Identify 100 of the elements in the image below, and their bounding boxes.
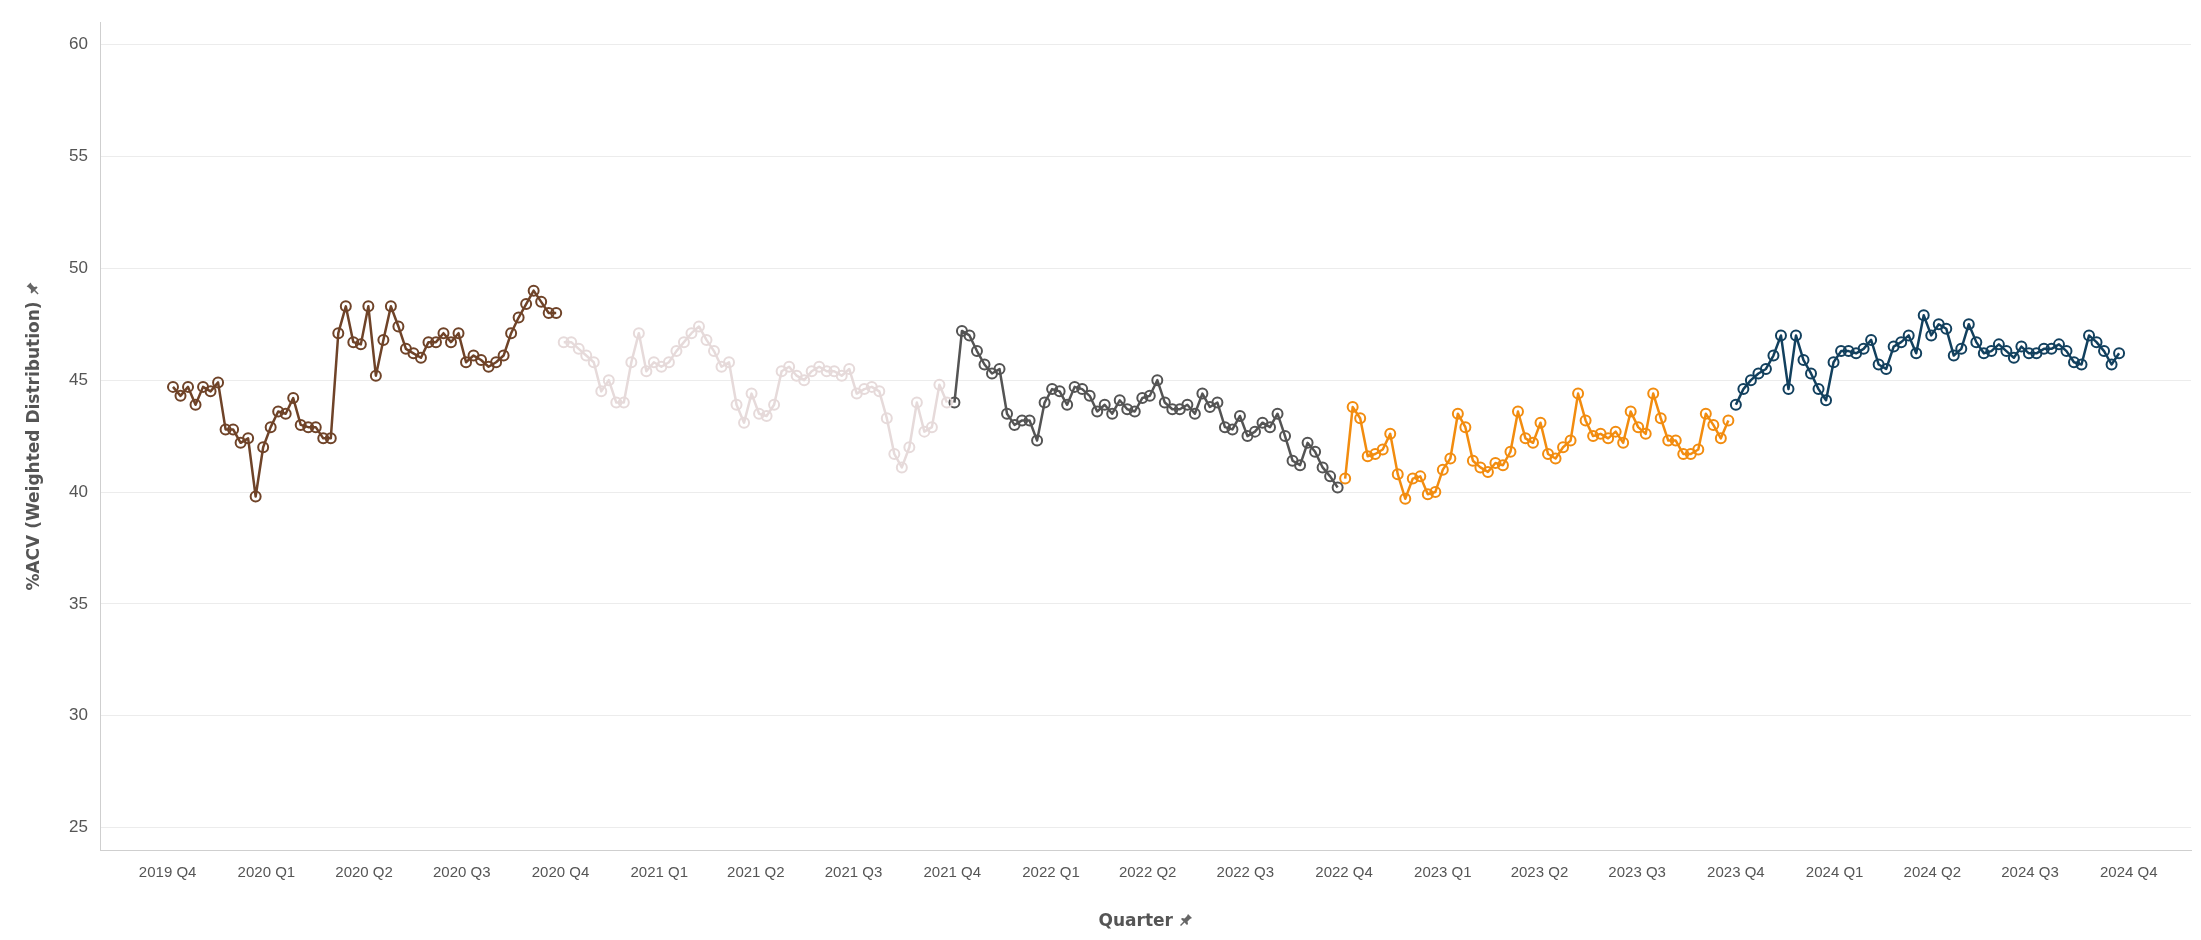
point bbox=[1083, 389, 1096, 402]
point bbox=[955, 324, 968, 337]
point bbox=[1331, 481, 1344, 494]
point bbox=[1181, 398, 1194, 411]
point bbox=[775, 365, 788, 378]
point bbox=[1279, 430, 1292, 443]
point bbox=[1361, 450, 1374, 463]
point bbox=[1880, 362, 1893, 375]
point bbox=[1820, 394, 1833, 407]
point bbox=[1173, 403, 1186, 416]
point bbox=[1722, 414, 1735, 427]
point bbox=[715, 360, 728, 373]
point bbox=[1038, 396, 1051, 409]
point bbox=[1158, 396, 1171, 409]
point bbox=[272, 405, 285, 418]
point bbox=[550, 307, 563, 320]
point bbox=[1572, 387, 1585, 400]
point bbox=[1068, 380, 1081, 393]
point bbox=[407, 347, 420, 360]
point bbox=[1910, 347, 1923, 360]
point bbox=[294, 418, 307, 431]
point bbox=[895, 461, 908, 474]
point bbox=[242, 432, 255, 445]
point bbox=[1196, 387, 1209, 400]
point bbox=[2090, 336, 2103, 349]
y-tick-label: 25 bbox=[69, 817, 88, 837]
point bbox=[948, 396, 961, 409]
point bbox=[820, 365, 833, 378]
point bbox=[602, 374, 615, 387]
point bbox=[2113, 347, 2126, 360]
point bbox=[1617, 436, 1630, 449]
x-tick-label: 2024 Q1 bbox=[1805, 863, 1864, 881]
point bbox=[2037, 342, 2050, 355]
x-tick-label: 2021 Q2 bbox=[727, 863, 785, 881]
point bbox=[1166, 403, 1179, 416]
x-tick-label: 2024 Q2 bbox=[1903, 863, 1962, 881]
point bbox=[422, 336, 435, 349]
point bbox=[1076, 383, 1089, 396]
point bbox=[249, 490, 262, 503]
point bbox=[1992, 338, 2005, 351]
point bbox=[1699, 407, 1712, 420]
point bbox=[234, 436, 247, 449]
point bbox=[805, 365, 818, 378]
point bbox=[1203, 401, 1216, 414]
point bbox=[2045, 342, 2058, 355]
point bbox=[437, 327, 450, 340]
point bbox=[1031, 434, 1044, 447]
point bbox=[309, 421, 322, 434]
point bbox=[738, 416, 751, 429]
point bbox=[1301, 436, 1314, 449]
point bbox=[595, 385, 608, 398]
point bbox=[429, 336, 442, 349]
point bbox=[723, 356, 736, 369]
point bbox=[1654, 412, 1667, 425]
point bbox=[1008, 418, 1021, 431]
point bbox=[1925, 329, 1938, 342]
point bbox=[475, 354, 488, 367]
point bbox=[1354, 412, 1367, 425]
point bbox=[753, 407, 766, 420]
point bbox=[1970, 336, 1983, 349]
point bbox=[1947, 349, 1960, 362]
point bbox=[1812, 383, 1825, 396]
x-tick-label: 2023 Q2 bbox=[1510, 863, 1569, 881]
point bbox=[1136, 392, 1149, 405]
point bbox=[264, 421, 277, 434]
point bbox=[2052, 338, 2065, 351]
point bbox=[798, 374, 811, 387]
point bbox=[730, 398, 743, 411]
point bbox=[1955, 342, 1968, 355]
point bbox=[692, 320, 705, 333]
point bbox=[647, 356, 660, 369]
point bbox=[445, 336, 458, 349]
point bbox=[1391, 468, 1404, 481]
x-tick-label: 2022 Q4 bbox=[1315, 863, 1373, 881]
point bbox=[700, 333, 713, 346]
point bbox=[783, 360, 796, 373]
y-tick-label: 45 bbox=[69, 369, 88, 389]
point bbox=[1444, 452, 1457, 465]
point bbox=[1369, 448, 1382, 460]
point bbox=[557, 336, 570, 349]
point bbox=[505, 327, 518, 340]
point bbox=[287, 392, 300, 405]
point bbox=[324, 432, 337, 445]
point bbox=[1647, 387, 1660, 400]
point bbox=[933, 378, 946, 391]
point bbox=[1789, 329, 1802, 342]
point bbox=[640, 365, 653, 378]
point bbox=[369, 369, 382, 382]
x-tick-label: 2022 Q3 bbox=[1216, 863, 1275, 881]
point bbox=[1264, 421, 1277, 434]
point bbox=[1857, 342, 1870, 355]
point bbox=[1587, 430, 1600, 443]
point bbox=[527, 284, 540, 297]
point bbox=[707, 345, 720, 358]
point bbox=[302, 421, 315, 434]
point bbox=[1376, 443, 1389, 456]
point bbox=[1046, 383, 1059, 396]
point bbox=[1850, 347, 1863, 360]
point bbox=[1797, 354, 1810, 367]
point bbox=[1339, 472, 1352, 485]
